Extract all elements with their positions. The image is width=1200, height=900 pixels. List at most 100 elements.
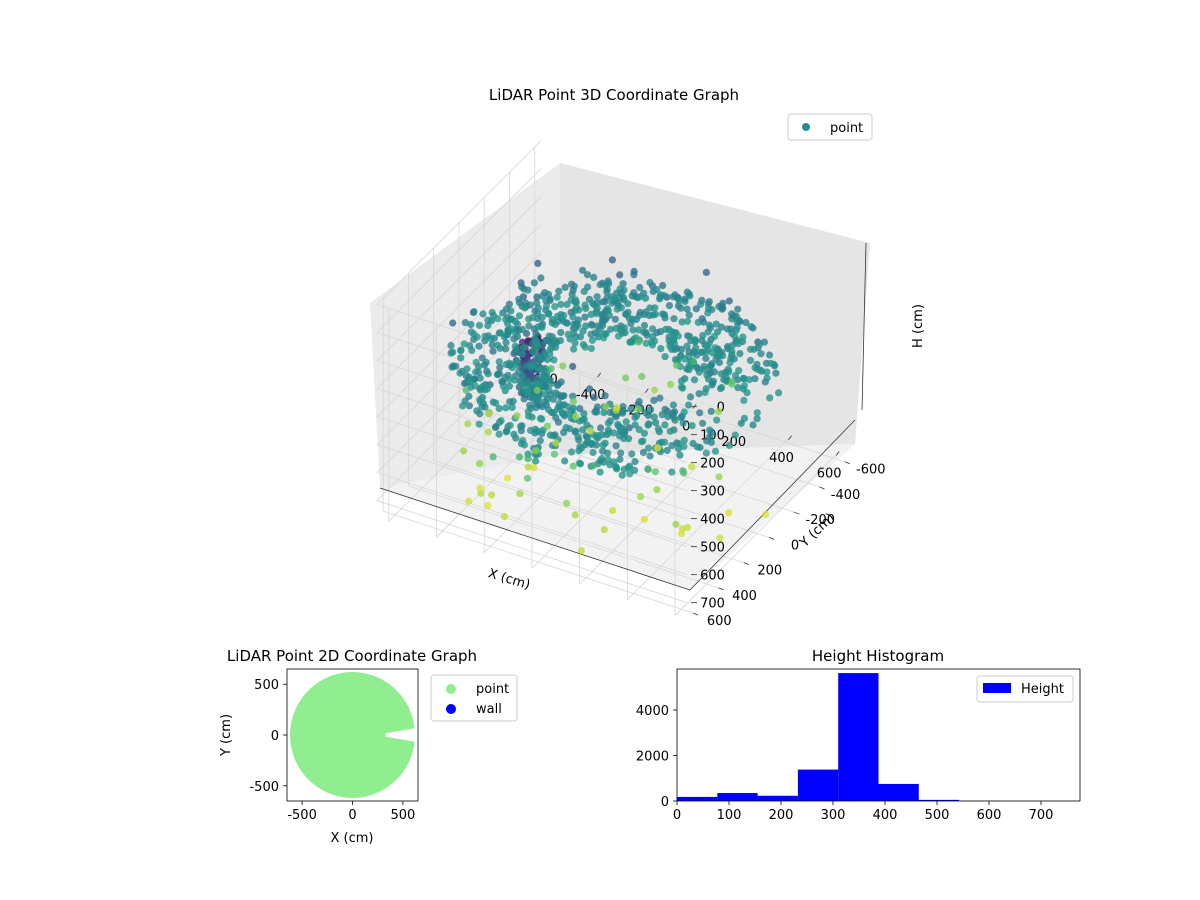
point-3d xyxy=(589,448,597,457)
point-3d xyxy=(700,362,708,370)
point-3d xyxy=(555,287,563,295)
point-3d xyxy=(624,300,632,308)
point-3d xyxy=(646,452,654,460)
point-3d xyxy=(505,382,513,390)
point-3d xyxy=(578,416,587,424)
point-3d xyxy=(496,329,504,337)
point-3d xyxy=(494,341,502,349)
point-3d xyxy=(718,323,726,331)
point-3d xyxy=(511,342,519,350)
y-tick-label-histogram: 4000 xyxy=(636,704,669,719)
point-3d xyxy=(502,316,510,324)
point-3d xyxy=(488,308,496,317)
point-3d xyxy=(651,304,659,312)
x-tick-label-histogram: 100 xyxy=(717,808,742,823)
point-3d xyxy=(600,526,608,534)
point-3d xyxy=(495,430,503,438)
point-3d xyxy=(719,299,727,307)
point-3d xyxy=(543,355,552,364)
point-3d xyxy=(672,520,680,528)
point-3d xyxy=(677,377,686,385)
point-3d xyxy=(489,453,497,461)
point-3d xyxy=(564,330,572,338)
point-3d xyxy=(583,271,592,279)
point-3d xyxy=(463,365,471,373)
point-3d xyxy=(683,305,691,313)
point-3d xyxy=(469,308,477,317)
point-3d xyxy=(532,457,540,465)
point-3d xyxy=(594,329,602,337)
point-3d xyxy=(564,403,572,411)
point-3d xyxy=(574,321,582,330)
point-3d xyxy=(534,365,543,373)
point-3d xyxy=(702,268,711,276)
chart-2d: LiDAR Point 2D Coordinate Graph -500 0 500… xyxy=(219,647,518,846)
point-3d xyxy=(640,321,649,330)
x-tick-label-histogram: 500 xyxy=(925,808,950,823)
point-3d xyxy=(619,403,627,411)
point-3d xyxy=(590,393,598,401)
y-tick-label-2d: 0 xyxy=(271,729,279,744)
point-3d xyxy=(495,358,503,366)
grid-line-z-back xyxy=(376,472,688,576)
point-3d xyxy=(740,382,748,390)
point-3d xyxy=(492,399,500,407)
point-3d xyxy=(499,382,507,390)
legend-2d: point wall xyxy=(430,674,518,722)
point-3d xyxy=(679,384,687,392)
grid-line-y xyxy=(534,359,845,463)
histogram-bar xyxy=(717,793,758,801)
point-3d xyxy=(566,425,574,433)
x-tick-label-2d: -500 xyxy=(287,808,317,823)
point-3d xyxy=(747,323,755,331)
frame-histogram xyxy=(676,668,1081,802)
point-3d xyxy=(736,350,744,358)
point-3d xyxy=(546,431,554,439)
x-tick-label-histogram: 400 xyxy=(873,808,898,823)
point-3d xyxy=(626,470,634,478)
point-3d xyxy=(580,287,588,295)
point-3d xyxy=(723,376,731,384)
point-3d xyxy=(550,356,558,364)
point-3d xyxy=(484,322,492,330)
z-tick-label-3d: 0 xyxy=(717,401,725,416)
point-3d xyxy=(515,312,524,320)
point-3d xyxy=(577,547,586,555)
point-3d xyxy=(608,256,617,264)
point-3d xyxy=(756,340,764,348)
y-tick-3d xyxy=(844,461,850,465)
grid-line-z-back xyxy=(376,360,688,464)
chart-histogram: Height Histogram 0 100 200 300 400 500 600 7000… xyxy=(636,647,1081,823)
y-tick-3d xyxy=(693,612,699,616)
point-3d xyxy=(475,321,484,329)
grid-line-z-left xyxy=(376,280,542,445)
point-3d xyxy=(763,374,771,382)
point-3d xyxy=(701,388,709,397)
point-3d xyxy=(679,419,687,427)
point-3d xyxy=(536,414,545,423)
point-3d xyxy=(617,322,625,330)
point-3d xyxy=(502,338,510,347)
point-3d xyxy=(661,421,669,429)
point-3d xyxy=(686,332,694,340)
point-3d xyxy=(610,429,618,437)
point-3d xyxy=(479,310,487,318)
point-3d xyxy=(723,325,732,333)
point-3d xyxy=(476,374,484,382)
point-3d xyxy=(642,339,650,347)
point-3d xyxy=(520,441,529,449)
point-3d xyxy=(497,417,505,425)
point-3d xyxy=(654,425,662,433)
point-3d xyxy=(725,368,733,376)
point-3d xyxy=(542,302,551,310)
point-3d xyxy=(646,278,654,287)
x-axis-label-2d: X (cm) xyxy=(331,831,374,846)
z-tick-label-3d: 700 xyxy=(700,597,725,612)
point-3d xyxy=(513,412,521,420)
point-3d xyxy=(524,463,532,471)
pane-floor xyxy=(380,444,855,590)
point-3d xyxy=(694,318,702,326)
point-3d xyxy=(680,408,688,416)
legend-3d-frame xyxy=(787,113,873,141)
z-tick-label-3d: 200 xyxy=(700,457,725,472)
